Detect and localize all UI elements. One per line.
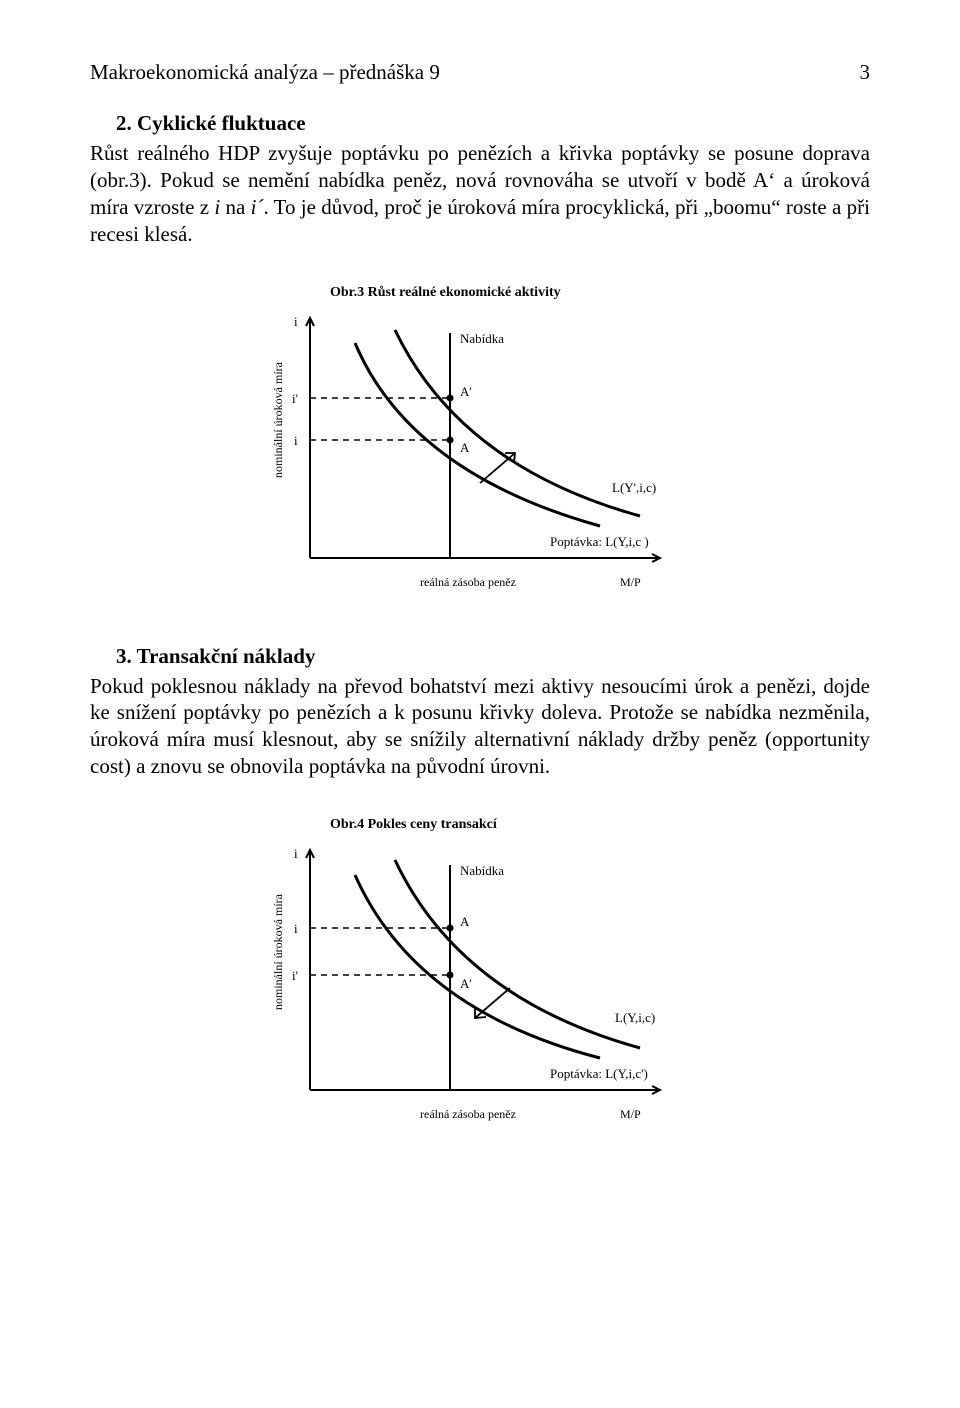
- fig3-point-A-label: A: [460, 440, 470, 455]
- header-page-number: 3: [860, 60, 871, 85]
- fig3-demand1-label: Poptávka: L(Y,i,c ): [550, 534, 649, 549]
- fig4-y-axis-label: nominální úroková míra: [271, 893, 285, 1010]
- fig4-x-axis-label: reálná zásoba peněz: [420, 1107, 516, 1121]
- figure-3-svg: Obr.3 Růst reálné ekonomické aktivity i …: [220, 278, 740, 608]
- fig3-guides: [310, 398, 450, 440]
- figure-4: Obr.4 Pokles ceny transakcí i nominální …: [90, 810, 870, 1140]
- fig3-demand-curve-2: [395, 330, 640, 516]
- fig3-tick-i-prime: i': [292, 391, 298, 406]
- page-header: Makroekonomická analýza – přednáška 9 3: [90, 60, 870, 85]
- fig4-demand-curve-2: [395, 860, 640, 1048]
- fig4-shift-arrow: [475, 988, 510, 1018]
- section-3-paragraph: Pokud poklesnou náklady na převod bohats…: [90, 673, 870, 781]
- fig3-x-axis-label: reálná zásoba peněz: [420, 575, 516, 589]
- fig3-tick-i: i: [294, 433, 298, 448]
- fig3-supply-label: Nabídka: [460, 331, 504, 346]
- fig3-caption: Obr.3 Růst reálné ekonomické aktivity: [330, 285, 561, 300]
- fig3-y-axis-label: nominální úroková míra: [271, 361, 285, 478]
- figure-4-svg: Obr.4 Pokles ceny transakcí i nominální …: [220, 810, 740, 1140]
- fig3-demand2-label: L(Y',i,c): [612, 480, 656, 495]
- figure-3: Obr.3 Růst reálné ekonomické aktivity i …: [90, 278, 870, 608]
- section-2-heading: 2. Cyklické fluktuace: [116, 111, 870, 136]
- section-2-paragraph: Růst reálného HDP zvyšuje poptávku po pe…: [90, 140, 870, 248]
- fig3-point-A-prime: [447, 394, 454, 401]
- fig4-x-axis-right-label: M/P: [620, 1107, 641, 1121]
- fig4-caption: Obr.4 Pokles ceny transakcí: [330, 817, 498, 832]
- fig3-point-A-prime-label: A': [460, 384, 472, 399]
- fig4-y-top-tick: i: [294, 846, 298, 861]
- fig3-point-A: [447, 436, 454, 443]
- s2-mid: na: [220, 195, 250, 219]
- fig4-point-A-prime: [447, 972, 454, 979]
- fig4-point-A-prime-label: A': [460, 976, 472, 991]
- fig4-demand1-label: L(Y,i,c): [615, 1010, 655, 1025]
- s2-i2: i´: [251, 195, 264, 219]
- fig4-point-A-label: A: [460, 914, 470, 929]
- fig4-demand2-label: Poptávka: L(Y,i,c'): [550, 1066, 648, 1081]
- fig4-guides: [310, 928, 450, 975]
- fig4-tick-i: i: [294, 921, 298, 936]
- header-left: Makroekonomická analýza – přednáška 9: [90, 60, 440, 85]
- fig3-y-top-tick: i: [294, 314, 298, 329]
- fig4-tick-i-prime: i': [292, 968, 298, 983]
- fig4-point-A: [447, 925, 454, 932]
- fig3-x-axis-right-label: M/P: [620, 575, 641, 589]
- fig4-supply-label: Nabídka: [460, 863, 504, 878]
- section-3-heading: 3. Transakční náklady: [116, 644, 870, 669]
- fig3-shift-arrow: [480, 453, 515, 483]
